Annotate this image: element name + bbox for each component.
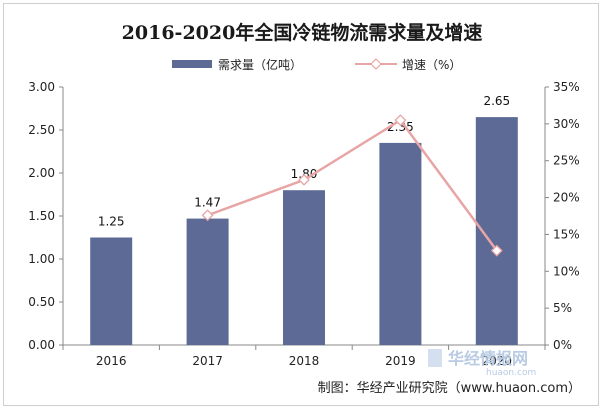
legend-label-demand: 需求量（亿吨） [218, 57, 302, 72]
line-point-growth [201, 209, 214, 222]
line-growth [207, 118, 498, 252]
legend-marker-growth [370, 58, 382, 70]
y-right-tick-label: 10% [553, 264, 580, 278]
x-tick-label: 2016 [96, 354, 127, 368]
y-left-tick-label: 2.00 [28, 166, 55, 180]
y-right-tick-label: 15% [553, 227, 580, 241]
x-tick-label: 2017 [192, 354, 223, 368]
x-tick-label: 2019 [385, 354, 416, 368]
source-text: 制图：华经产业研究院（www.huaon.com） [318, 381, 581, 396]
x-tick-label: 2018 [289, 354, 320, 368]
y-right-tick-label: 25% [553, 154, 580, 168]
legend-label-growth: 增速（%） [402, 58, 461, 72]
watermark-url: huaon.com [486, 368, 536, 378]
chart-frame [3, 3, 599, 406]
bar-demand [186, 218, 229, 345]
y-right-tick-label: 35% [553, 80, 580, 94]
bar-data-label: 1.47 [194, 196, 221, 210]
line-point-growth [490, 244, 503, 257]
y-left-tick-label: 3.00 [28, 80, 55, 94]
y-right-tick-label: 20% [553, 191, 580, 205]
x-tick-label: 2020 [482, 354, 513, 368]
bar-data-label: 2.65 [483, 94, 510, 108]
y-right-tick-label: 5% [553, 301, 572, 315]
y-left-tick-label: 1.00 [28, 252, 55, 266]
bar-demand [283, 190, 325, 345]
y-left-tick-label: 0.50 [28, 295, 55, 309]
y-left-tick-label: 0.00 [28, 338, 55, 352]
y-right-tick-label: 0% [553, 338, 572, 352]
watermark-logo [428, 349, 442, 367]
y-left-tick-label: 2.50 [28, 123, 55, 137]
watermark-brand: 华经情报网 [448, 349, 528, 368]
chart-title: 2016-2020年全国冷链物流需求量及增速 [122, 21, 483, 44]
bar-demand [379, 142, 422, 345]
bar-demand [90, 237, 133, 345]
legend-swatch-demand [172, 60, 212, 68]
line-point-growth [298, 173, 310, 186]
line-point-growth [394, 114, 407, 127]
y-left-tick-label: 1.50 [28, 209, 55, 223]
y-right-tick-label: 30% [553, 117, 580, 131]
bar-data-label: 1.25 [98, 215, 125, 229]
